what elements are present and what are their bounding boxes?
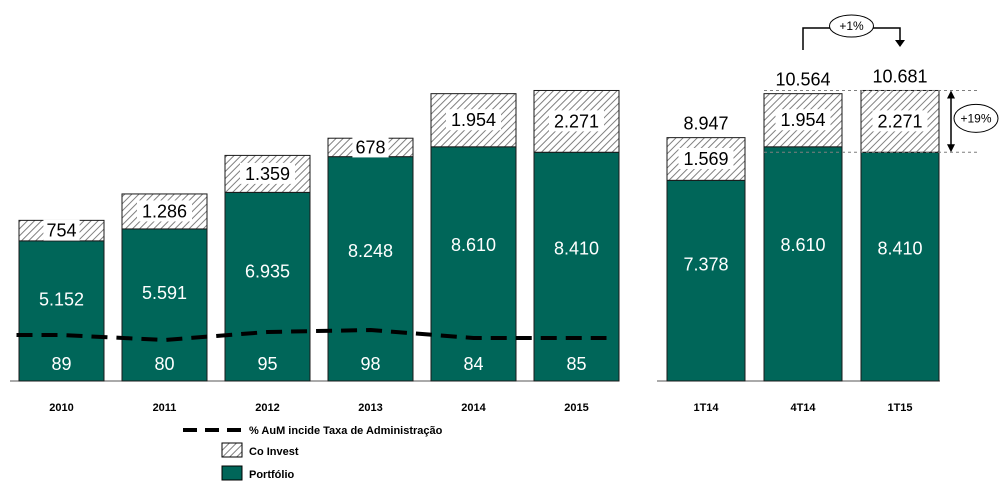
label-bg-coinvest-1T14 [678,147,734,169]
bar-coinvest-2015 [533,89,620,153]
label-bg-coinvest-2011 [137,200,192,222]
legend-coinvest-label: Co Invest [249,446,299,458]
label-line-2011: 80 [154,354,174,374]
label-line-2012: 95 [257,354,277,374]
bar-portfolio-2014 [430,146,517,382]
label-portfolio-1T15: 8.410 [877,238,922,258]
x-tick-2015: 2015 [564,402,588,414]
label-line-2014: 84 [463,354,483,374]
label-line-2010: 89 [51,354,71,374]
label-bg-coinvest-2014 [446,109,501,131]
x-tick-1T15: 1T15 [887,402,912,414]
label-portfolio-1T14: 7.378 [683,255,728,275]
x-tick-2013: 2013 [358,402,382,414]
bar-portfolio-2015 [533,151,620,382]
x-tick-1T14: 1T14 [693,402,719,414]
label-coinvest-1T15: 2.271 [877,111,922,131]
label-portfolio-2010: 5.152 [39,290,84,310]
label-bg-coinvest-2013 [352,136,389,158]
label-total-4T14: 10.564 [775,70,830,90]
label-bg-coinvest-2010 [43,219,80,241]
growth-arrowhead-2-down [947,144,955,153]
label-coinvest-4T14: 1.954 [780,110,825,130]
bar-portfolio-4T14 [763,146,843,382]
growth-bubble-2 [953,103,999,133]
label-total-1T14: 8.947 [683,114,728,134]
growth-arrowhead-2-up [947,90,955,99]
label-line-2015: 85 [566,354,586,374]
label-portfolio-2014: 8.610 [451,235,496,255]
label-coinvest-2010: 754 [46,221,76,241]
label-coinvest-2015: 2.271 [554,111,599,131]
label-coinvest-2011: 1.286 [142,201,187,221]
bar-portfolio-2010 [18,240,105,382]
growth-bubble-1 [829,14,874,38]
legend-coinvest-swatch [221,442,243,458]
label-coinvest-2013: 678 [355,137,385,157]
bar-portfolio-2013 [327,156,414,382]
x-tick-2010: 2010 [49,402,73,414]
bar-portfolio-1T14 [666,179,746,382]
label-portfolio-4T14: 8.610 [780,235,825,255]
x-tick-2012: 2012 [255,402,279,414]
bar-portfolio-2012 [224,191,311,382]
label-coinvest-2014: 1.954 [451,110,496,130]
legend-portfolio-label: Portfólio [249,469,294,481]
x-tick-2014: 2014 [461,402,486,414]
label-line-2013: 98 [360,354,380,374]
growth-label-1: +1% [839,19,864,33]
label-bg-coinvest-4T14 [775,109,831,131]
growth-arrowhead-1 [895,40,905,47]
label-bg-coinvest-1T15 [872,110,928,132]
legend: % AuM incide Taxa de Administração Co In… [183,425,443,481]
growth-label-2: +19% [960,111,991,125]
label-portfolio-2012: 6.935 [245,262,290,282]
label-bg-coinvest-2012 [240,162,295,184]
label-coinvest-1T14: 1.569 [683,149,728,169]
x-tick-2011: 2011 [153,402,177,414]
label-coinvest-2012: 1.359 [245,164,290,184]
legend-line-label: % AuM incide Taxa de Administração [249,425,443,437]
x-tick-4T14: 4T14 [790,402,816,414]
label-total-1T15: 10.681 [872,66,927,86]
plot-area: 5.152 754 2010 5.591 1.286 2011 6.935 1.359 2012… [10,14,999,414]
series-line-aum [16,328,607,342]
label-portfolio-2015: 8.410 [554,238,599,258]
bar-portfolio-1T15 [860,151,940,382]
legend-portfolio-swatch [221,465,243,481]
label-portfolio-2013: 8.248 [348,241,393,261]
label-bg-coinvest-2015 [549,110,604,132]
label-portfolio-2011: 5.591 [142,283,187,303]
